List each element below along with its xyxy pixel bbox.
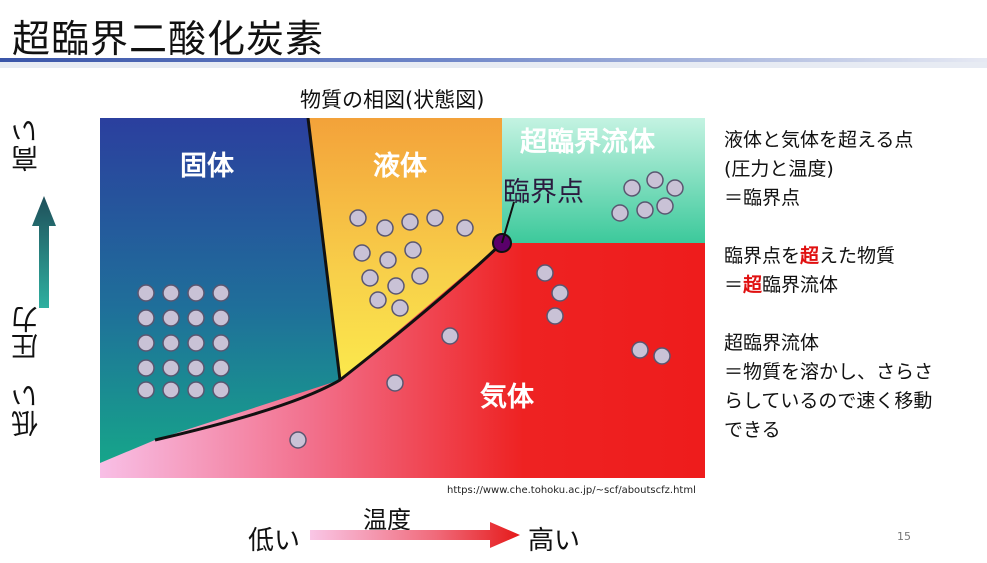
pressure-low-label: 低い — [12, 383, 43, 437]
temperature-right-arrow — [310, 522, 520, 548]
note-text: ＝ — [724, 274, 744, 296]
note-line: ＝臨界点 — [724, 187, 801, 209]
title-underline — [0, 58, 987, 68]
liquid-molecules — [349, 209, 474, 317]
slide-title: 超臨界二酸化炭素 — [12, 17, 325, 61]
critical-point-definition: 液体と気体を超える点 (圧力と温度) ＝臨界点 — [724, 126, 933, 213]
note-emphasis: 超 — [800, 245, 820, 267]
critical-point-label: 臨界点 — [503, 177, 584, 208]
gas-label: 気体 — [480, 382, 534, 413]
melting-curve — [306, 118, 342, 381]
solid-label: 固体 — [180, 151, 234, 182]
note-text: 臨界点を — [724, 245, 801, 267]
temperature-axis-label: 温度 — [363, 506, 411, 534]
note-line: できる — [724, 419, 781, 441]
critical-point-leader — [501, 201, 515, 244]
explanation-notes: 液体と気体を超える点 (圧力と温度) ＝臨界点 臨界点を超えた物質 ＝超臨界流体… — [724, 126, 933, 445]
liquid-label: 液体 — [373, 151, 427, 182]
note-line: ＝超臨界流体 — [724, 271, 933, 300]
phase-diagram: 固体 液体 超臨界流体 臨界点 気体 — [100, 118, 705, 478]
pressure-high-label: 高い — [12, 118, 43, 172]
note-line: ＝物質を溶かし、さらさ — [724, 361, 934, 383]
note-text: えた物質 — [819, 245, 896, 267]
supercritical-label: 超臨界流体 — [520, 127, 655, 158]
temperature-axis: 低い 温度 高い — [240, 500, 600, 560]
supercritical-molecules — [611, 171, 684, 222]
note-line: 臨界点を超えた物質 — [724, 242, 933, 271]
diagram-subtitle: 物質の相図(状態図) — [300, 88, 485, 112]
note-line: (圧力と温度) — [724, 158, 834, 180]
source-url: https://www.che.tohoku.ac.jp/~scf/abouts… — [447, 485, 696, 496]
note-emphasis: 超 — [743, 274, 763, 296]
temperature-high-label: 高い — [528, 526, 581, 556]
note-line: 液体と気体を超える点 — [724, 129, 914, 151]
gas-molecules — [289, 264, 671, 449]
phase-diagram-graphic — [100, 118, 705, 478]
note-line: 超臨界流体 — [724, 332, 820, 354]
page-number: 15 — [897, 530, 911, 543]
temperature-low-label: 低い — [248, 526, 301, 556]
solid-molecules — [137, 284, 230, 399]
supercritical-definition: 臨界点を超えた物質 ＝超臨界流体 — [724, 242, 933, 300]
note-text: 臨界流体 — [762, 274, 839, 296]
pressure-axis-label: 圧力 — [12, 306, 43, 360]
pressure-up-arrow — [32, 196, 56, 308]
supercritical-property-note: 超臨界流体 ＝物質を溶かし、さらさ らしているので速く移動 できる — [724, 329, 933, 445]
pressure-axis: 低い 圧力 高い — [8, 118, 78, 468]
note-line: らしているので速く移動 — [724, 390, 933, 412]
